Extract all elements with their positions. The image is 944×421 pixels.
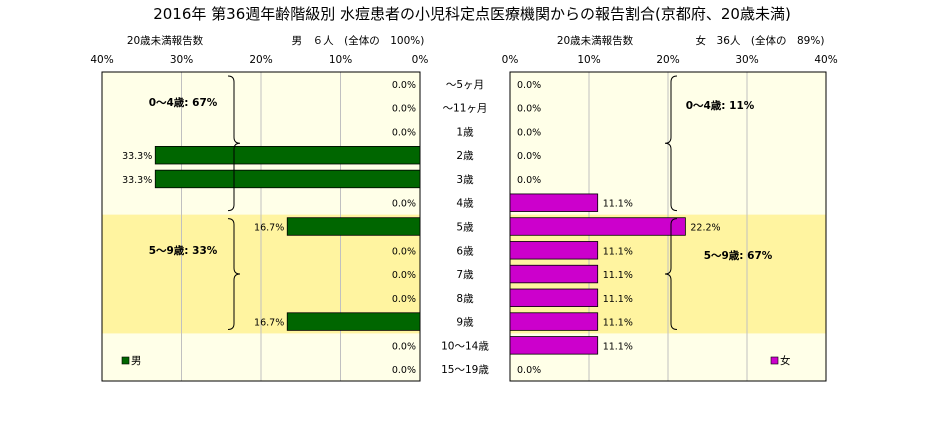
female-bar (509, 193, 599, 212)
male-value-label: 0.0% (392, 199, 416, 210)
male-value-label: 33.3% (122, 175, 152, 186)
female-value-label: 11.1% (603, 318, 633, 329)
male-value-label: 0.0% (392, 270, 416, 281)
left-bracket-0-4 (227, 75, 241, 212)
chart-title: 2016年 第36週年齢階級別 水痘患者の小児科定点医療機関からの報告割合(京都… (153, 5, 791, 23)
male-bar (154, 169, 421, 189)
right-tick-label: 10% (577, 54, 600, 66)
category-labels: ～5ヶ月 ～11ヶ月 1歳 2歳 3歳 4歳 5歳 6歳 7歳 8歳 9歳 10～14歳 15～19歳 (441, 79, 489, 376)
category-label: ～11ヶ月 (443, 103, 488, 115)
female-value-label: 0.0% (517, 104, 541, 115)
left-panel-header: 男 ６人 (全体の 100%) (292, 34, 425, 47)
category-label: 4歳 (456, 198, 474, 210)
male-bar (154, 145, 421, 165)
category-label: ～5ヶ月 (446, 79, 484, 91)
female-value-label: 11.1% (603, 199, 633, 210)
female-bar (509, 217, 686, 236)
male-value-label: 0.0% (392, 341, 416, 352)
male-value-label: 0.0% (392, 365, 416, 376)
left-legend-label: 男 (131, 355, 142, 367)
male-value-label: 0.0% (392, 294, 416, 305)
category-label: 7歳 (456, 269, 474, 281)
left-group-label-0-4: 0～4歳: 67% (149, 96, 218, 109)
right-legend-swatch (770, 356, 779, 365)
female-value-label: 22.2% (690, 223, 720, 234)
female-value-label: 11.1% (603, 341, 633, 352)
right-legend-label: 女 (780, 354, 791, 367)
male-bar (286, 312, 421, 331)
female-value-label: 0.0% (517, 175, 541, 186)
category-label: 2歳 (456, 150, 474, 162)
male-value-label: 0.0% (392, 127, 416, 138)
left-legend-swatch (121, 356, 130, 365)
male-bar (286, 217, 421, 236)
right-panel-header: 女 36人 (全体の 89%) (696, 34, 825, 47)
category-label: 3歳 (456, 174, 474, 186)
female-value-label: 0.0% (517, 127, 541, 138)
female-value-label: 0.0% (517, 365, 541, 376)
male-value-label: 0.0% (392, 246, 416, 257)
male-value-label: 0.0% (392, 104, 416, 115)
category-label: 5歳 (456, 222, 474, 234)
bars (154, 145, 686, 355)
female-bar (509, 312, 599, 331)
left-bracket-5-9 (227, 218, 241, 330)
female-bar (509, 264, 599, 284)
female-value-label: 11.1% (603, 270, 633, 281)
female-bar (509, 288, 599, 308)
female-bar (509, 336, 599, 355)
right-tick-label: 30% (735, 54, 758, 66)
right-group-label-0-4: 0～4歳: 11% (686, 99, 755, 112)
right-bracket-5-9 (664, 218, 678, 330)
female-value-label: 0.0% (517, 151, 541, 162)
right-tick-label: 0% (502, 54, 519, 66)
left-tick-label: 20% (249, 54, 272, 66)
left-tick-label: 30% (170, 54, 193, 66)
right-tick-label: 40% (814, 54, 837, 66)
right-axis-ticks: 0% 10% 20% 30% 40% (502, 54, 838, 66)
female-value-label: 11.1% (603, 294, 633, 305)
left-axis-ticks: 40% 30% 20% 10% 0% (90, 54, 428, 66)
category-label: 15～19歳 (441, 364, 489, 376)
left-tick-label: 10% (329, 54, 352, 66)
category-label: 10～14歳 (441, 340, 489, 352)
female-bar (509, 241, 599, 260)
male-value-label: 33.3% (122, 151, 152, 162)
left-axis-caption: 20歳未満報告数 (127, 34, 204, 47)
value-labels: 0.0% 0.0% 0.0% 0.0% 0.0% 0.0% 33.3% 0.0% 33.3% 0.… (122, 80, 720, 376)
category-label: 6歳 (456, 245, 474, 257)
left-tick-label: 0% (412, 54, 429, 66)
group-brackets (227, 75, 678, 330)
category-label: 1歳 (456, 126, 474, 138)
left-tick-label: 40% (90, 54, 113, 66)
right-group-label-5-9: 5～9歳: 67% (704, 249, 773, 262)
male-value-label: 0.0% (392, 80, 416, 91)
male-value-label: 16.7% (254, 318, 284, 329)
right-axis-caption: 20歳未満報告数 (557, 34, 634, 47)
left-group-label-5-9: 5～9歳: 33% (149, 244, 218, 257)
right-tick-label: 20% (656, 54, 679, 66)
category-label: 9歳 (456, 317, 474, 329)
right-bracket-0-4 (664, 75, 678, 212)
category-label: 8歳 (456, 293, 474, 305)
female-value-label: 11.1% (603, 246, 633, 257)
male-value-label: 16.7% (254, 223, 284, 234)
female-value-label: 0.0% (517, 80, 541, 91)
